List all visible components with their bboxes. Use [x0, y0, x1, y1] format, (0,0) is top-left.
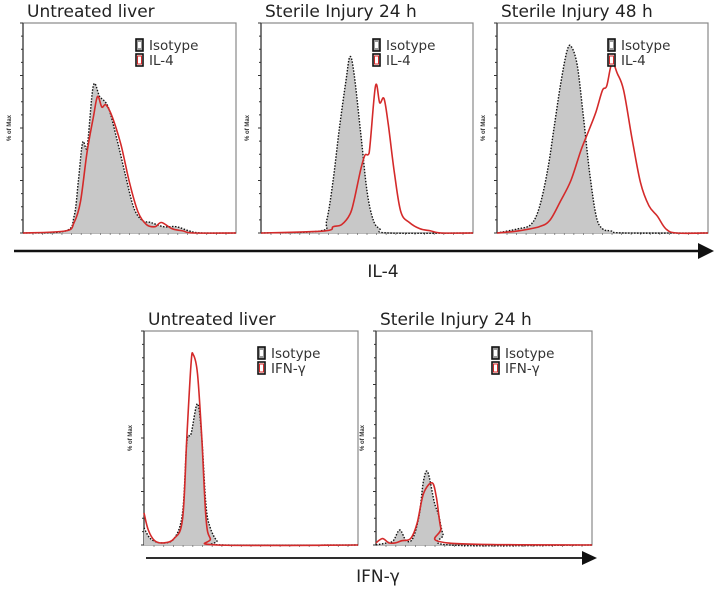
legend-swatch-inner	[494, 350, 497, 356]
stain-curve	[375, 482, 593, 546]
y-axis-label: % of Max	[245, 114, 251, 141]
legend-swatch-inner	[138, 42, 141, 48]
y-axis-label: % of Max	[7, 114, 13, 141]
isotype-curve	[22, 82, 237, 234]
legend-swatch-stain	[135, 53, 144, 67]
legend-swatch-inner	[374, 55, 379, 65]
legend-label-stain: IL-4	[149, 53, 174, 69]
panel-title: Sterile Injury 24 h	[380, 310, 532, 330]
legend-label-isotype: Isotype	[386, 38, 435, 54]
legend-label-isotype: Isotype	[621, 38, 670, 54]
isotype-curve	[260, 55, 474, 235]
legend-swatch-stain	[257, 361, 266, 375]
legend-swatch-inner	[260, 350, 263, 356]
stain-curve	[496, 61, 709, 235]
isotype-fill	[497, 45, 708, 234]
il4-axis-label: IL-4	[367, 262, 398, 282]
legend-swatch-inner	[493, 363, 498, 373]
y-axis-label: % of Max	[481, 114, 487, 141]
isotype-fill	[261, 56, 473, 234]
plot-frame	[143, 330, 359, 546]
plot-frame	[375, 330, 593, 546]
isotype-fill	[144, 403, 358, 546]
legend-swatch-inner	[259, 363, 264, 373]
legend-swatch-stain	[607, 53, 616, 67]
stain-curve	[22, 95, 237, 234]
legend-label-isotype: Isotype	[505, 346, 554, 362]
panel-title: Sterile Injury 24 h	[265, 2, 417, 22]
stain-curve	[260, 83, 474, 234]
y-axis-label: % of Max	[128, 424, 134, 451]
legend-swatch-inner	[609, 55, 614, 65]
legend-label-stain: IFN-γ	[505, 361, 540, 377]
legend-swatch-inner	[610, 42, 613, 48]
y-axis-label: % of Max	[360, 424, 366, 451]
il4-axis-arrow	[14, 243, 714, 259]
plot-frame	[496, 22, 709, 234]
isotype-fill	[376, 471, 592, 546]
isotype-curve	[143, 403, 359, 547]
legend-swatch-inner	[137, 55, 142, 65]
panel-title: Untreated liver	[148, 310, 276, 330]
panel-title: Sterile Injury 48 h	[501, 2, 653, 22]
ifng-axis-label: IFN-γ	[356, 567, 400, 587]
isotype-curve	[375, 470, 593, 547]
stain-curve	[143, 352, 359, 547]
legend-swatch-stain	[491, 361, 500, 375]
legend-label-isotype: Isotype	[271, 346, 320, 362]
legend-label-stain: IL-4	[621, 53, 646, 69]
legend-label-isotype: Isotype	[149, 38, 198, 54]
legend-label-stain: IFN-γ	[271, 361, 306, 377]
isotype-fill	[23, 83, 236, 234]
ifng-axis-arrow	[146, 551, 597, 565]
panel-title: Untreated liver	[27, 2, 155, 22]
legend-swatch-stain	[372, 53, 381, 67]
legend-swatch-inner	[375, 42, 378, 48]
legend-label-stain: IL-4	[386, 53, 411, 69]
